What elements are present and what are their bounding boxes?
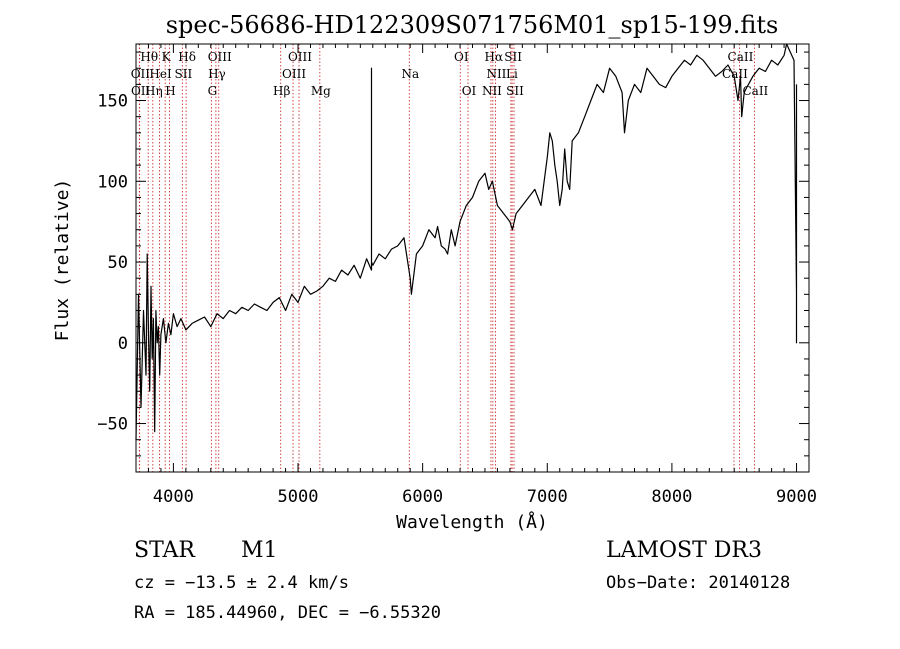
x-tick-label: 6000 — [402, 487, 443, 507]
spectral-line-label: Na — [401, 67, 419, 81]
spectral-line-label: OIII — [282, 67, 306, 81]
spectral-line-label: OI — [454, 50, 469, 64]
spectral-line-label: CaII — [728, 50, 754, 64]
spectral-line-label: CaII — [742, 84, 768, 98]
spectral-line-label: SII — [504, 50, 522, 64]
y-tick-label: −50 — [97, 415, 128, 435]
y-tick-label: 150 — [97, 92, 128, 112]
survey-name: LAMOST DR3 — [606, 538, 762, 563]
x-tick-label: 9000 — [776, 487, 817, 507]
spectral-line-label: Hα — [485, 50, 504, 64]
spectral-line-label: H — [165, 84, 175, 98]
spectral-line-label: NII — [482, 84, 502, 98]
axis-ticks: 4000 5000 6000 7000 8000 9000 −50 0 50 100 150 — [97, 44, 817, 507]
spectral-line-label: Hδ — [178, 50, 196, 64]
y-tick-label: 100 — [97, 172, 128, 192]
x-tick-label: 8000 — [651, 487, 692, 507]
x-tick-label: 7000 — [527, 487, 568, 507]
spectral-line-markers — [138, 44, 755, 472]
x-tick-label: 5000 — [278, 487, 319, 507]
spectral-line-label: CaII — [722, 67, 748, 81]
redshift-cz: cz = −13.5 ± 2.4 km/s — [134, 573, 349, 593]
plot-frame — [135, 43, 810, 473]
coordinates: RA = 185.44960, DEC = −6.55320 — [134, 603, 442, 623]
spectral-line-label: OII — [131, 67, 151, 81]
y-tick-label: 0 — [118, 334, 128, 354]
spectral-line-label: G — [208, 84, 218, 98]
x-axis-label: Wavelength (Å) — [396, 511, 548, 533]
spectral-line-label: Li — [506, 67, 518, 81]
spectral-line-label: Hγ — [208, 67, 226, 81]
spectral-line-label: K — [162, 50, 172, 64]
spectral-line-label: NII — [486, 67, 506, 81]
x-tick-label: 4000 — [153, 487, 194, 507]
flux-line — [135, 43, 798, 440]
y-tick-label: 50 — [108, 253, 128, 273]
y-axis-label: Flux (relative) — [52, 179, 73, 342]
object-type: STAR — [134, 538, 195, 563]
spectral-line-label: Hβ — [273, 84, 290, 98]
spectral-line-label: HeI — [149, 67, 172, 81]
observation-date: Obs−Date: 20140128 — [606, 573, 791, 593]
object-subclass: M1 — [241, 538, 278, 563]
spectral-line-label: Mg — [311, 84, 331, 98]
spectral-line-label: SII — [506, 84, 524, 98]
flux-series — [135, 43, 798, 440]
spectral-line-label: Hη — [145, 84, 163, 98]
spectral-line-label: SII — [175, 67, 193, 81]
spectral-line-label: OI — [462, 84, 477, 98]
spectral-line-label: OIII — [208, 50, 232, 64]
chart-title: spec-56686-HD122309S071756M01_sp15-199.f… — [166, 11, 779, 39]
spectral-line-label: OIII — [288, 50, 312, 64]
spectral-line-label: Hθ — [140, 50, 158, 64]
